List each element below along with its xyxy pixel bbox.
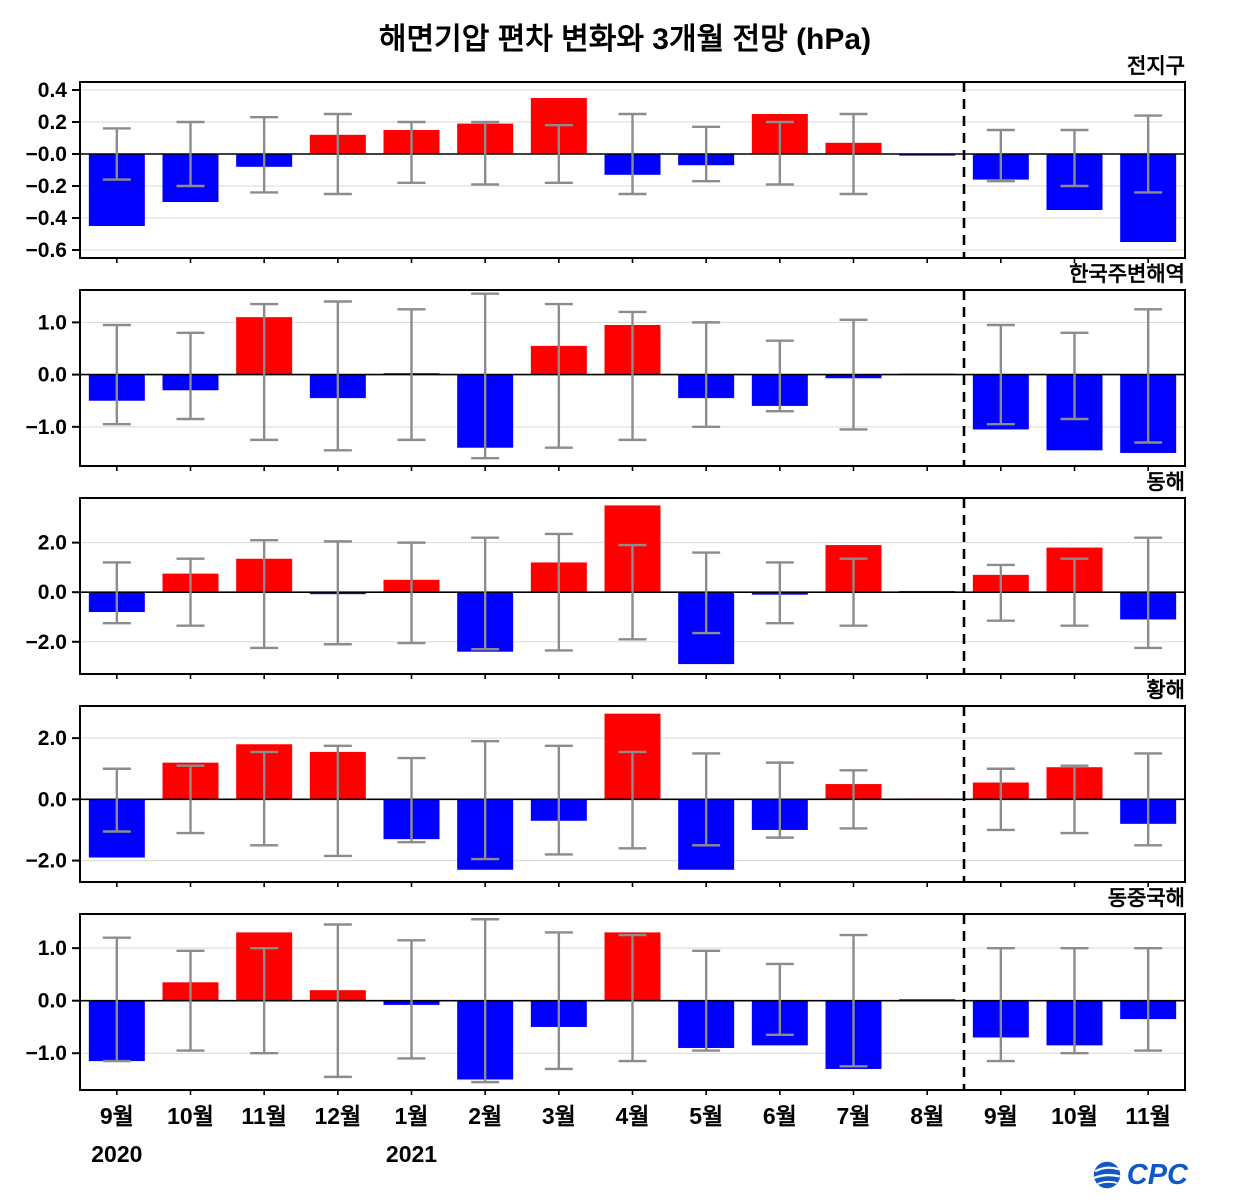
month-label: 11월 <box>241 1103 286 1129</box>
panel-chart: 1.0 0.0 −1.0 <box>26 913 1186 1095</box>
y-tick-label: 0.0 <box>38 990 67 1013</box>
month-label: 10월 <box>167 1103 214 1129</box>
globe-icon <box>1093 1161 1120 1189</box>
y-tick-label: 0.0 <box>38 788 67 811</box>
panel-chart: 0.4 0.2 −0.0 −0.2 −0.4 −0.6 <box>26 80 1186 263</box>
logo-text: CPC <box>1126 1158 1188 1191</box>
month-label: 9월 <box>100 1103 134 1129</box>
globe-line <box>1093 1173 1120 1179</box>
month-label: 9월 <box>984 1103 1018 1129</box>
globe-line <box>1094 1166 1119 1173</box>
y-tick-label: 0.4 <box>38 80 68 102</box>
y-tick-label: 2.0 <box>38 727 67 750</box>
bar-negative <box>899 154 956 156</box>
ocpc-logo: CPC <box>1090 1158 1188 1192</box>
y-tick-label: −0.2 <box>26 175 67 198</box>
y-tick-label: −2.0 <box>26 850 67 873</box>
x-axis-svg: 9월 10월 11월 12월 1월 2월 3월 4월 5월 6월 7월 8월 9월 10월 11월 2020 2… <box>91 1103 1171 1167</box>
panel-chart: 2.0 0.0 −2.0 <box>26 497 1186 679</box>
panel: 한국주변해역 1.0 0.0 −1.0 <box>0 264 1250 472</box>
month-label: 5월 <box>689 1103 723 1129</box>
plot-frame <box>79 913 1186 1091</box>
panel-chart: 1.0 0.0 −1.0 <box>26 289 1186 471</box>
month-label: 12월 <box>314 1103 361 1129</box>
x-axis: 9월 10월 11월 12월 1월 2월 3월 4월 5월 6월 7월 8월 9월 10월 11월 2020 2… <box>0 1096 1250 1176</box>
y-tick-label: 0.0 <box>38 364 67 387</box>
y-tick-label: −0.6 <box>26 239 67 262</box>
y-tick-label: −1.0 <box>26 1042 67 1065</box>
panel-title: 전지구 <box>1127 55 1185 78</box>
panel-title: 동중국해 <box>1107 887 1185 910</box>
month-label: 6월 <box>763 1103 797 1129</box>
month-label: 2월 <box>468 1103 502 1129</box>
panel-title: 한국주변해역 <box>1069 263 1185 286</box>
panels-container: 전지구 0.4 0.2 −0.0 −0.2 −0.4 −0.6 한국주변해역 1.0 0.0 −1.… <box>0 56 1250 1096</box>
month-label: 3월 <box>542 1103 576 1129</box>
panel-chart: 2.0 0.0 −2.0 <box>26 705 1186 887</box>
globe-line <box>1096 1180 1117 1185</box>
plot-frame <box>79 81 1186 259</box>
year-label: 2021 <box>386 1141 437 1167</box>
panel: 황해 2.0 0.0 −2.0 <box>0 680 1250 888</box>
y-tick-label: 0.0 <box>38 581 67 604</box>
panel: 전지구 0.4 0.2 −0.0 −0.2 −0.4 −0.6 <box>0 56 1250 264</box>
panel: 동해 2.0 0.0 −2.0 <box>0 472 1250 680</box>
panel-title: 동해 <box>1146 471 1185 494</box>
month-label: 11월 <box>1125 1103 1170 1129</box>
month-label: 10월 <box>1051 1103 1098 1129</box>
y-tick-label: 0.2 <box>38 111 67 134</box>
y-tick-label: −2.0 <box>26 631 67 654</box>
y-tick-label: 1.0 <box>38 311 67 334</box>
month-label: 8월 <box>910 1103 944 1129</box>
y-tick-label: −0.4 <box>26 207 68 230</box>
y-tick-label: −1.0 <box>26 416 67 439</box>
y-tick-label: 1.0 <box>38 937 67 960</box>
plot-frame <box>79 289 1186 467</box>
month-label: 1월 <box>395 1103 429 1129</box>
month-label: 4월 <box>616 1103 650 1129</box>
plot-frame <box>79 705 1186 883</box>
chart-title: 해면기압 편차 변화와 3개월 전망 (hPa) <box>378 23 872 56</box>
panel: 동중국해 1.0 0.0 −1.0 <box>0 888 1250 1096</box>
month-label: 7월 <box>837 1103 871 1129</box>
y-tick-label: −0.0 <box>26 143 67 166</box>
plot-frame <box>79 497 1186 675</box>
year-label: 2020 <box>91 1141 142 1167</box>
y-tick-label: 2.0 <box>38 532 67 555</box>
panel-title: 황해 <box>1146 679 1185 702</box>
